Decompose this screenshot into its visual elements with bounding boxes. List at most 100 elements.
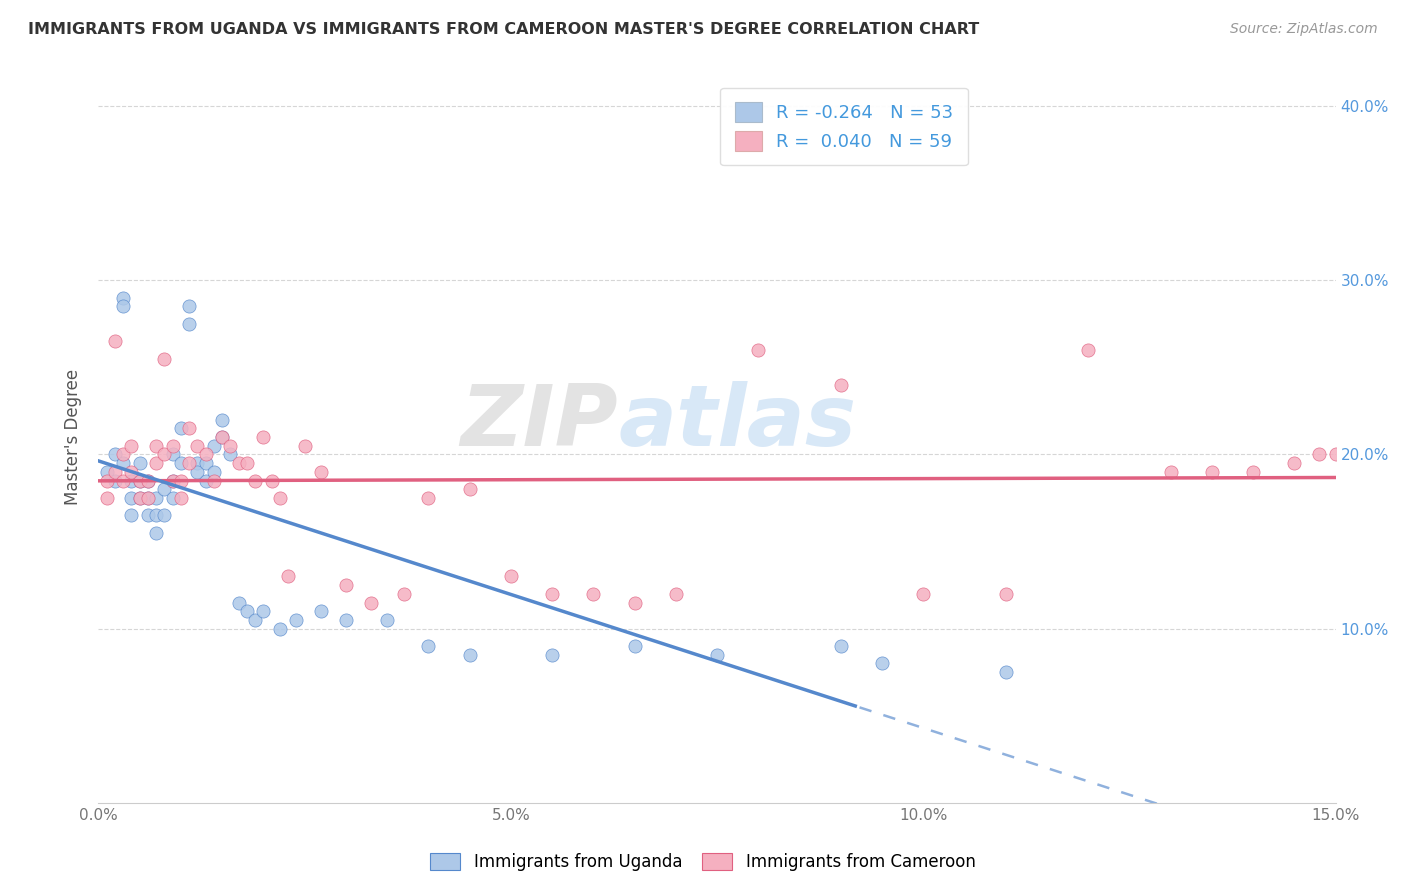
Point: [104, 448, 127, 462]
Point: [120, 474, 142, 488]
Point: [136, 491, 159, 505]
Point: [211, 430, 233, 444]
Point: [179, 300, 201, 314]
Point: [228, 456, 250, 470]
Point: [128, 456, 150, 470]
Point: [120, 465, 142, 479]
Point: [269, 622, 291, 636]
Point: [335, 578, 357, 592]
Point: [202, 465, 225, 479]
Point: [120, 491, 142, 505]
Point: [162, 448, 184, 462]
Point: [145, 456, 167, 470]
Legend: Immigrants from Uganda, Immigrants from Cameroon: Immigrants from Uganda, Immigrants from …: [422, 845, 984, 880]
Point: [136, 491, 159, 505]
Point: [623, 595, 645, 609]
Point: [830, 377, 852, 392]
Point: [96, 465, 118, 479]
Point: [1324, 448, 1347, 462]
Point: [269, 491, 291, 505]
Point: [211, 430, 233, 444]
Point: [179, 421, 201, 435]
Point: [186, 465, 208, 479]
Point: [309, 604, 332, 618]
Point: [112, 474, 135, 488]
Point: [162, 439, 184, 453]
Point: [1160, 465, 1182, 479]
Text: atlas: atlas: [619, 381, 856, 464]
Point: [136, 474, 159, 488]
Point: [252, 604, 274, 618]
Point: [1201, 465, 1223, 479]
Point: [186, 456, 208, 470]
Point: [136, 508, 159, 523]
Point: [870, 657, 893, 671]
Point: [170, 456, 193, 470]
Point: [994, 665, 1017, 680]
Point: [202, 474, 225, 488]
Point: [145, 508, 167, 523]
Point: [179, 456, 201, 470]
Point: [830, 639, 852, 653]
Point: [252, 430, 274, 444]
Point: [96, 491, 118, 505]
Point: [243, 613, 266, 627]
Point: [375, 613, 398, 627]
Point: [170, 421, 193, 435]
Point: [1365, 360, 1388, 375]
Point: [112, 300, 135, 314]
Point: [418, 491, 440, 505]
Point: [541, 648, 564, 662]
Point: [170, 491, 193, 505]
Point: [186, 439, 208, 453]
Point: [912, 587, 935, 601]
Point: [194, 448, 217, 462]
Point: [145, 525, 167, 540]
Point: [228, 595, 250, 609]
Point: [112, 456, 135, 470]
Point: [104, 334, 127, 349]
Point: [458, 648, 481, 662]
Point: [623, 639, 645, 653]
Point: [243, 474, 266, 488]
Point: [153, 483, 176, 497]
Point: [120, 508, 142, 523]
Point: [153, 448, 176, 462]
Point: [994, 587, 1017, 601]
Point: [1341, 448, 1364, 462]
Point: [211, 412, 233, 426]
Point: [179, 317, 201, 331]
Text: ZIP: ZIP: [460, 381, 619, 464]
Point: [170, 474, 193, 488]
Point: [236, 604, 259, 618]
Point: [458, 483, 481, 497]
Point: [260, 474, 283, 488]
Point: [96, 474, 118, 488]
Point: [104, 474, 127, 488]
Y-axis label: Master's Degree: Master's Degree: [65, 369, 83, 505]
Point: [665, 587, 688, 601]
Point: [1241, 465, 1264, 479]
Point: [162, 491, 184, 505]
Point: [418, 639, 440, 653]
Point: [499, 569, 522, 583]
Point: [392, 587, 415, 601]
Legend: R = -0.264   N = 53, R =  0.040   N = 59: R = -0.264 N = 53, R = 0.040 N = 59: [720, 87, 967, 165]
Point: [335, 613, 357, 627]
Text: Source: ZipAtlas.com: Source: ZipAtlas.com: [1230, 22, 1378, 37]
Point: [128, 474, 150, 488]
Point: [153, 508, 176, 523]
Point: [219, 439, 242, 453]
Point: [294, 439, 316, 453]
Point: [145, 491, 167, 505]
Point: [360, 595, 382, 609]
Point: [120, 439, 142, 453]
Point: [285, 613, 308, 627]
Point: [128, 474, 150, 488]
Point: [194, 456, 217, 470]
Text: IMMIGRANTS FROM UGANDA VS IMMIGRANTS FROM CAMEROON MASTER'S DEGREE CORRELATION C: IMMIGRANTS FROM UGANDA VS IMMIGRANTS FRO…: [28, 22, 980, 37]
Point: [582, 587, 605, 601]
Point: [1284, 456, 1306, 470]
Point: [277, 569, 299, 583]
Point: [1077, 343, 1099, 357]
